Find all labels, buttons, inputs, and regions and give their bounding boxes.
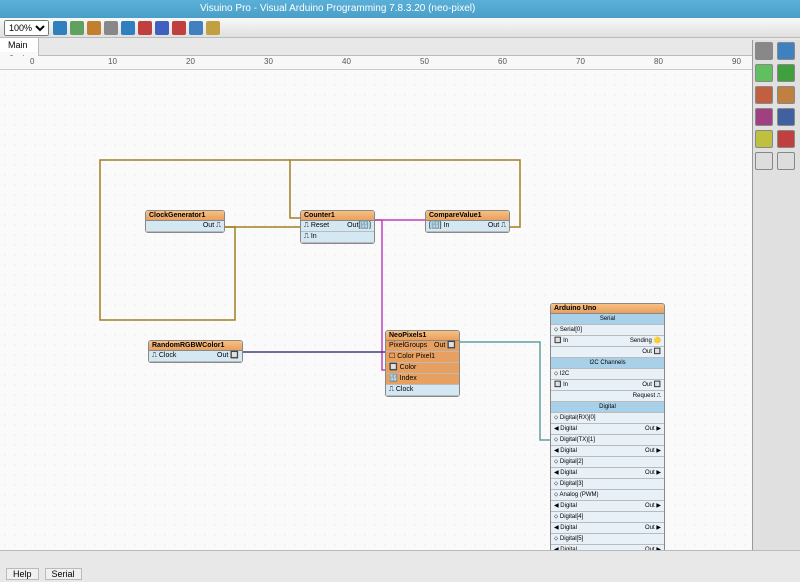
pin-row[interactable]: Request ⎍	[551, 391, 664, 402]
pin-row[interactable]: ⬦ Digital[4]	[551, 512, 664, 523]
node-header[interactable]: Arduino Uno	[551, 304, 664, 314]
ruler-mark: 60	[498, 57, 507, 66]
pin-row[interactable]: ⬦ Digital(RX)[0]	[551, 413, 664, 424]
section-header: Serial	[551, 314, 664, 325]
node-compare[interactable]: CompareValue1[🔢] InOut ⎍	[425, 210, 510, 233]
moon-icon[interactable]	[206, 21, 220, 35]
pin-row[interactable]: ◀ DigitalOut ▶	[551, 468, 664, 479]
palette-icon-5[interactable]	[777, 86, 795, 104]
ruler-mark: 50	[420, 57, 429, 66]
arrow-icon[interactable]	[138, 21, 152, 35]
node-header[interactable]: RandomRGBWColor1	[149, 341, 242, 351]
node-header[interactable]: NeoPixels1	[386, 331, 459, 341]
palette-icon-11[interactable]	[777, 152, 795, 170]
node-header[interactable]: ClockGenerator1	[146, 211, 224, 221]
wire	[100, 160, 290, 320]
node-row[interactable]: 🔢 Index	[386, 374, 459, 385]
pin-row[interactable]: 🔲 InSending 🟡	[551, 336, 664, 347]
section-header: I2C Channels	[551, 358, 664, 369]
paste-icon[interactable]	[121, 21, 135, 35]
palette-icon-10[interactable]	[755, 152, 773, 170]
ruler-mark: 20	[186, 57, 195, 66]
palette-icon-3[interactable]	[777, 64, 795, 82]
pin-row[interactable]: ⬦ Analog (PWM)	[551, 490, 664, 501]
ruler-mark: 30	[264, 57, 273, 66]
status-bar: 90	[0, 550, 800, 582]
zoom-dropdown[interactable]: 100%	[4, 20, 49, 36]
color-icon[interactable]	[189, 21, 203, 35]
pin-row[interactable]: ⬦ Digital[3]	[551, 479, 664, 490]
zoom-icon[interactable]	[53, 21, 67, 35]
ruler-mark: 90	[732, 57, 741, 66]
node-randomrgb[interactable]: RandomRGBWColor1⎍ ClockOut 🔲	[148, 340, 243, 363]
serial-tab[interactable]: Serial	[45, 568, 82, 580]
palette-icon-0[interactable]	[755, 42, 773, 60]
node-row[interactable]: ⎍ In	[301, 232, 374, 243]
node-row[interactable]: ⎍ ResetOut[🔢]	[301, 221, 374, 232]
pin-row[interactable]: 🔲 InOut 🔲	[551, 380, 664, 391]
pin-row[interactable]: ⬦ Serial[0]	[551, 325, 664, 336]
section-header: Digital	[551, 402, 664, 413]
app-title: Visuino Pro - Visual Arduino Programming…	[200, 3, 475, 14]
component-palette	[752, 40, 800, 582]
wire	[243, 352, 386, 365]
node-row[interactable]: PixelGroupsOut 🔲	[386, 341, 459, 352]
pin-row[interactable]: ⬦ I2C	[551, 369, 664, 380]
ruler-mark: 10	[108, 57, 117, 66]
palette-icon-4[interactable]	[755, 86, 773, 104]
node-clockgen[interactable]: ClockGenerator1Out ⎍	[145, 210, 225, 233]
ruler-horizontal: 0 10 20 30 40 50 60 70 80 90	[0, 56, 800, 70]
pin-row[interactable]: ◀ DigitalOut ▶	[551, 523, 664, 534]
ruler-mark: 80	[654, 57, 663, 66]
node-counter[interactable]: Counter1⎍ ResetOut[🔢]⎍ In	[300, 210, 375, 244]
node-arduino[interactable]: Arduino UnoSerial⬦ Serial[0]🔲 InSending …	[550, 303, 665, 550]
cut-icon[interactable]	[87, 21, 101, 35]
wire	[460, 342, 550, 440]
pin-row[interactable]: ◀ DigitalOut ▶	[551, 501, 664, 512]
delete-icon[interactable]	[172, 21, 186, 35]
canvas[interactable]: ClockGenerator1Out ⎍ Counter1⎍ ResetOut[🔢…	[0, 70, 752, 550]
main-toolbar: 100%	[0, 18, 800, 38]
node-row[interactable]: ⎍ ClockOut 🔲	[149, 351, 242, 362]
pin-row[interactable]: ⬦ Digital[5]	[551, 534, 664, 545]
node-neopixels[interactable]: NeoPixels1PixelGroupsOut 🔲☐ Color Pixel1…	[385, 330, 460, 397]
ruler-mark: 70	[576, 57, 585, 66]
pin-row[interactable]: ⬦ Digital[2]	[551, 457, 664, 468]
ruler-mark: 40	[342, 57, 351, 66]
node-row[interactable]: [🔢] InOut ⎍	[426, 221, 509, 232]
palette-icon-1[interactable]	[777, 42, 795, 60]
select-icon[interactable]	[155, 21, 169, 35]
pin-row[interactable]: Out 🔲	[551, 347, 664, 358]
palette-icon-7[interactable]	[777, 108, 795, 126]
palette-icon-2[interactable]	[755, 64, 773, 82]
node-header[interactable]: Counter1	[301, 211, 374, 221]
node-row[interactable]: Out ⎍	[146, 221, 224, 232]
palette-icon-8[interactable]	[755, 130, 773, 148]
pin-row[interactable]: ◀ DigitalOut ▶	[551, 446, 664, 457]
ruler-mark: 0	[30, 57, 34, 66]
pin-row[interactable]: ◀ DigitalOut ▶	[551, 424, 664, 435]
tab-bar: MainCode	[0, 38, 800, 56]
node-row[interactable]: ⎍ Clock	[386, 385, 459, 396]
tab-main[interactable]: Main	[0, 38, 39, 52]
node-row[interactable]: 🔲 Color	[386, 363, 459, 374]
pin-row[interactable]: ⬦ Digital(TX)[1]	[551, 435, 664, 446]
copy-icon[interactable]	[104, 21, 118, 35]
node-header[interactable]: CompareValue1	[426, 211, 509, 221]
palette-icon-9[interactable]	[777, 130, 795, 148]
title-bar: Visuino Pro - Visual Arduino Programming…	[0, 0, 800, 18]
search-icon[interactable]	[70, 21, 84, 35]
palette-icon-6[interactable]	[755, 108, 773, 126]
node-row[interactable]: ☐ Color Pixel1	[386, 352, 459, 363]
help-tab[interactable]: Help	[6, 568, 39, 580]
